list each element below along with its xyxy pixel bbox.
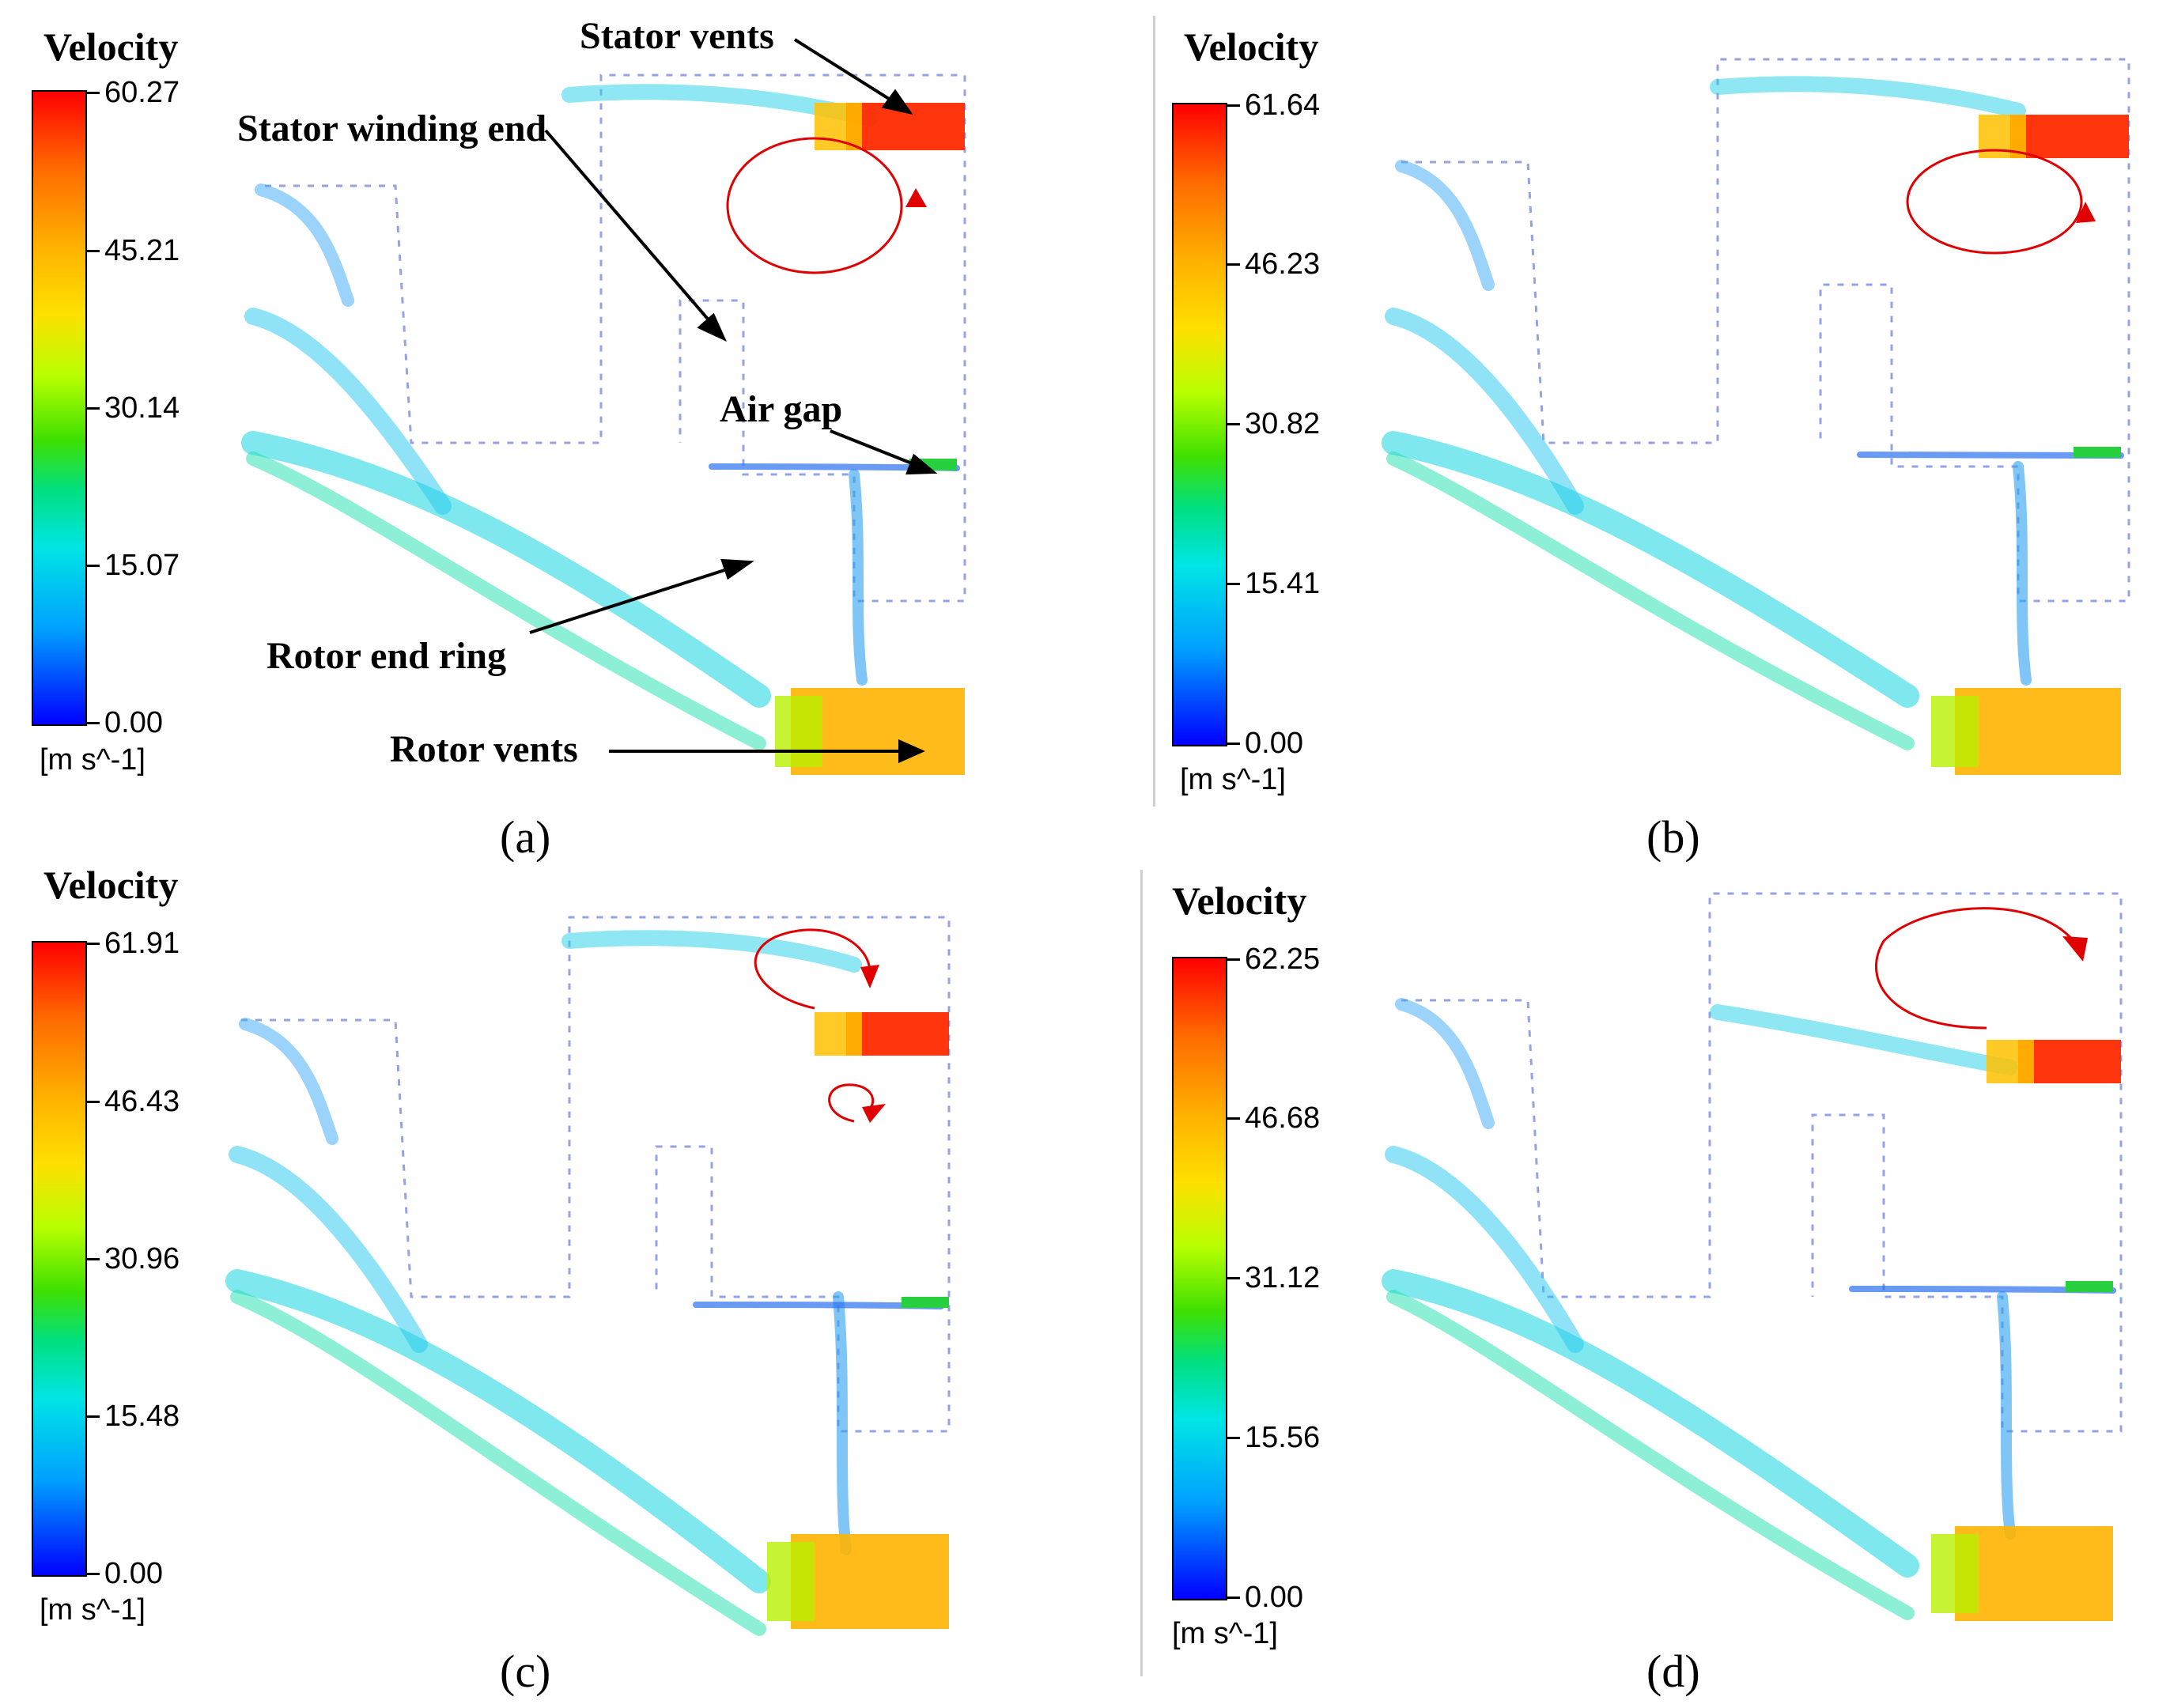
tick-mark [87,1415,100,1418]
divider [1140,870,1143,1676]
tick-label: 46.43 [104,1085,180,1118]
tick-label: 30.96 [104,1242,180,1275]
unit-label: [m s^-1] [1172,1617,1278,1650]
tick-mark [87,92,100,94]
tick-label: 0.00 [104,706,163,739]
velocity-field-d [1382,892,2123,1621]
annot-rotor-vents: Rotor vents [390,728,578,770]
legend-title: Velocity [1172,879,1307,923]
legend-title: Velocity [43,863,179,907]
flow-streaks [225,930,949,1636]
tick-mark [1227,958,1240,961]
flow-streaks [241,84,965,775]
colorbar [32,941,87,1577]
tick-mark [87,1258,100,1260]
tick-label: 15.07 [104,549,180,582]
tick-mark [1227,583,1240,585]
tick-label: 45.21 [104,234,180,267]
colorbar [1172,103,1227,746]
colorbar [1172,957,1227,1600]
tick-mark [87,1573,100,1575]
vortex-arc-upper [754,928,871,1010]
annotation-arrows [529,38,938,764]
vortex-arrowhead [905,188,927,207]
flow-domain [265,74,966,603]
tick-mark [1227,1597,1240,1599]
annot-stator-winding-end: Stator winding end [237,108,547,149]
tick-mark [87,722,100,724]
tick-mark [1227,743,1240,745]
vortex-ring [726,137,903,274]
tick-mark [87,250,100,252]
tick-label: 15.48 [104,1400,180,1433]
panel-label: (d) [1646,1646,1700,1697]
panel-a: Velocity 60.27 45.21 30.14 15.07 0.00 [m… [0,0,1085,863]
velocity-field-c [225,916,951,1636]
vortex-arc-lower [828,1083,875,1123]
annot-air-gap: Air gap [720,388,843,430]
panel-c: Velocity 61.91 46.43 30.96 15.48 0.00 [m… [0,854,1085,1708]
tick-label: 61.91 [104,927,180,960]
flow-streaks [1382,998,2121,1621]
annot-stator-vents: Stator vents [580,15,774,57]
legend-title: Velocity [43,25,179,69]
flow-streaks [1382,76,2129,775]
tick-label: 46.23 [1245,248,1321,281]
panel-d: Velocity 62.25 46.68 31.12 15.56 0.00 [m… [1085,854,2170,1708]
tick-mark [87,565,100,567]
panel-b: Velocity 61.64 46.23 30.82 15.41 0.00 [m… [1085,0,2170,863]
panel-label: (a) [500,811,551,863]
unit-label: [m s^-1] [40,743,146,777]
colorbar [32,90,87,726]
unit-label: [m s^-1] [1180,763,1286,796]
velocity-field-b [1382,58,2130,775]
tick-label: 0.00 [1245,1581,1303,1614]
tick-mark [87,1101,100,1103]
flow-domain [241,916,951,1433]
tick-label: 46.68 [1245,1102,1321,1135]
panel-label: (c) [500,1646,551,1697]
vortex-arrowhead [2062,936,2088,962]
tick-mark [1227,104,1240,107]
tick-mark [1227,423,1240,425]
legend-title: Velocity [1184,25,1319,69]
vortex-ring [1906,149,2083,255]
tick-label: 30.14 [104,391,180,425]
tick-label: 15.56 [1245,1421,1321,1454]
tick-label: 62.25 [1245,943,1321,976]
tick-mark [1227,263,1240,266]
tick-label: 15.41 [1245,567,1321,600]
vortex-arrowhead [2076,202,2096,223]
tick-mark [87,407,100,410]
flow-domain [1401,892,2123,1433]
tick-label: 0.00 [1245,727,1303,760]
panel-label: (b) [1646,811,1700,863]
vortex-arrowhead [860,965,879,988]
tick-mark [87,943,100,945]
vortex-arrowhead [862,1104,886,1123]
vortex-arc [1875,907,2075,1030]
tick-mark [1227,1437,1240,1439]
tick-label: 30.82 [1245,407,1321,440]
tick-mark [1227,1277,1240,1279]
tick-label: 0.00 [104,1557,163,1590]
tick-mark [1227,1117,1240,1120]
tick-label: 61.64 [1245,89,1321,122]
annot-rotor-end-ring: Rotor end ring [267,635,507,677]
velocity-field-a [241,38,966,775]
divider [1153,16,1155,807]
tick-label: 60.27 [104,76,180,109]
unit-label: [m s^-1] [40,1593,146,1627]
tick-label: 31.12 [1245,1261,1321,1294]
